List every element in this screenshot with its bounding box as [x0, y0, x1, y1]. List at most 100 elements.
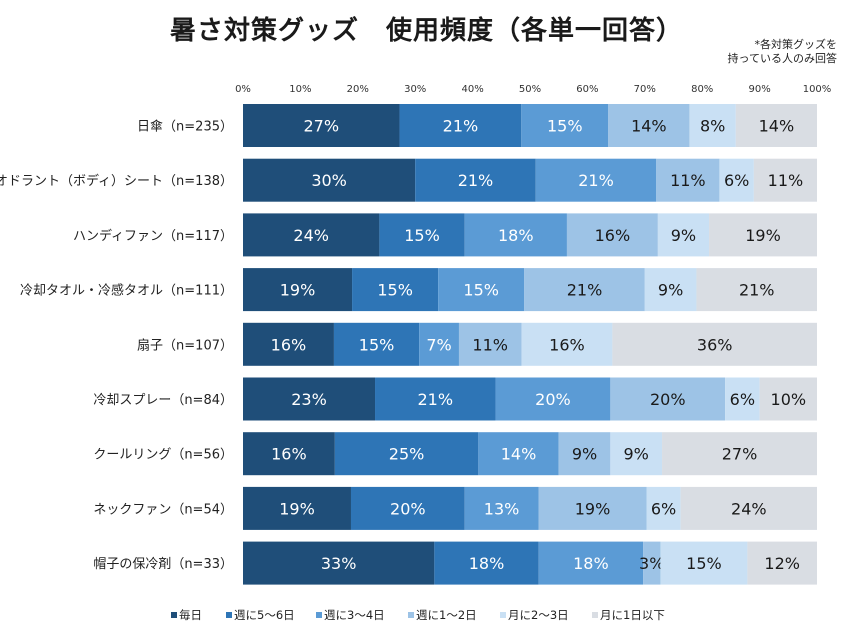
x-tick-label: 80%	[691, 84, 713, 95]
bar-segment	[243, 432, 335, 476]
bar-segment	[689, 104, 736, 147]
bar-segment	[521, 104, 609, 147]
chart-title: 暑さ対策グッズ 使用頻度（各単一回答）	[169, 16, 683, 46]
bar-segment	[735, 104, 817, 147]
bar-segment	[243, 322, 334, 366]
legend-label: 週に3～4日	[324, 608, 385, 622]
data-label: 16%	[271, 335, 307, 354]
bar-segment	[419, 322, 459, 366]
data-label: 20%	[535, 390, 571, 409]
x-tick-label: 100%	[803, 84, 832, 95]
bar-segment	[464, 213, 567, 257]
data-label: 23%	[291, 390, 327, 409]
data-label: 19%	[279, 499, 315, 518]
bar-segment	[399, 104, 522, 147]
data-label: 19%	[575, 499, 611, 518]
bar-segment	[535, 158, 657, 202]
bar-segment	[558, 432, 611, 476]
bar-segment	[478, 432, 559, 476]
bar-segment	[495, 377, 611, 421]
data-label: 21%	[739, 281, 775, 300]
bar-segment	[608, 104, 690, 147]
data-label: 18%	[498, 226, 534, 245]
bar-segment	[680, 486, 817, 530]
bar-segment	[656, 158, 720, 202]
bar-segment	[464, 486, 539, 530]
data-label: 33%	[321, 554, 357, 573]
data-label: 21%	[578, 171, 614, 190]
x-tick-label: 90%	[748, 84, 770, 95]
bar-segment	[566, 213, 658, 257]
category-label: 扇子（n=107）	[137, 337, 233, 353]
x-tick-label: 10%	[289, 84, 311, 95]
bar-segment	[521, 322, 613, 366]
data-label: 24%	[293, 226, 329, 245]
data-label: 9%	[671, 226, 696, 245]
data-label: 18%	[573, 554, 609, 573]
bar-segment	[538, 486, 647, 530]
data-label: 3%	[639, 554, 664, 573]
legend-swatch	[592, 612, 598, 618]
legend-swatch	[408, 612, 414, 618]
x-tick-label: 50%	[519, 84, 541, 95]
bar-segment	[610, 377, 726, 421]
data-label: 9%	[572, 445, 597, 464]
bar-segment	[243, 541, 435, 585]
data-label: 12%	[764, 554, 800, 573]
data-label: 15%	[463, 281, 499, 300]
bar-segment	[643, 541, 661, 585]
x-axis-ticks: 0% 10% 20% 30% 40% 50% 60% 70% 80% 90% 100%	[235, 84, 831, 95]
legend: 毎日 週に5～6日 週に3～4日 週に1～2日 月に2～3日 月に1日以下	[171, 608, 665, 622]
legend-label: 毎日	[179, 608, 202, 622]
data-label: 21%	[567, 281, 603, 300]
category-labels: 日傘（n=235） デオドラント（ボディ）シート（n=138） ハンディファン（n=…	[0, 120, 233, 573]
bar-segment	[759, 377, 817, 421]
bar-segment	[644, 268, 697, 312]
data-label: 25%	[389, 445, 425, 464]
data-label: 14%	[759, 117, 795, 136]
bar-segment	[352, 268, 439, 312]
category-label: ネックファン（n=54）	[93, 502, 233, 517]
bar-segment	[333, 322, 420, 366]
data-label: 11%	[670, 171, 706, 190]
bar-segment	[243, 213, 380, 257]
data-label: 30%	[311, 171, 347, 190]
bar-segment	[243, 158, 416, 202]
data-label: 20%	[650, 390, 686, 409]
bar-segment	[243, 377, 376, 421]
bar-segment	[524, 268, 645, 312]
note-line-2: 持っている人のみ回答	[727, 52, 837, 65]
data-label: 6%	[651, 499, 676, 518]
data-label: 19%	[280, 281, 316, 300]
bar-segment	[243, 104, 400, 147]
bar-segment	[415, 158, 536, 202]
bar-segment	[538, 541, 644, 585]
x-tick-label: 40%	[461, 84, 483, 95]
bar-segment	[434, 541, 539, 585]
legend-label: 月に2～3日	[508, 608, 569, 622]
data-label: 11%	[472, 335, 508, 354]
category-label: ハンディファン（n=117）	[73, 228, 233, 244]
bar-segment	[662, 432, 817, 476]
data-label: 15%	[377, 281, 413, 300]
note-line-1: *各対策グッズを	[754, 38, 838, 51]
legend-label: 週に1～2日	[416, 608, 477, 622]
data-label: 6%	[724, 171, 749, 190]
bar-segment	[243, 268, 353, 312]
category-label: 冷却タオル・冷感タオル（n=111）	[20, 283, 233, 299]
bar-segment	[438, 268, 525, 312]
data-label: 20%	[390, 499, 426, 518]
x-tick-label: 20%	[347, 84, 369, 95]
category-label: 日傘（n=235）	[137, 120, 233, 135]
data-label: 15%	[686, 554, 722, 573]
category-label: クールリング（n=56）	[93, 448, 233, 463]
bar-segment	[657, 213, 710, 257]
legend-swatch	[316, 612, 322, 618]
category-label: デオドラント（ボディ）シート（n=138）	[0, 173, 233, 189]
data-label: 24%	[731, 499, 767, 518]
legend-swatch	[171, 612, 177, 618]
bar-segment	[709, 213, 817, 257]
legend-label: 月に1日以下	[600, 608, 665, 622]
data-label: 16%	[271, 445, 307, 464]
